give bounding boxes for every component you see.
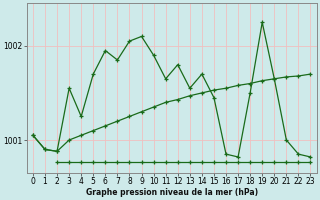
X-axis label: Graphe pression niveau de la mer (hPa): Graphe pression niveau de la mer (hPa) — [86, 188, 258, 197]
